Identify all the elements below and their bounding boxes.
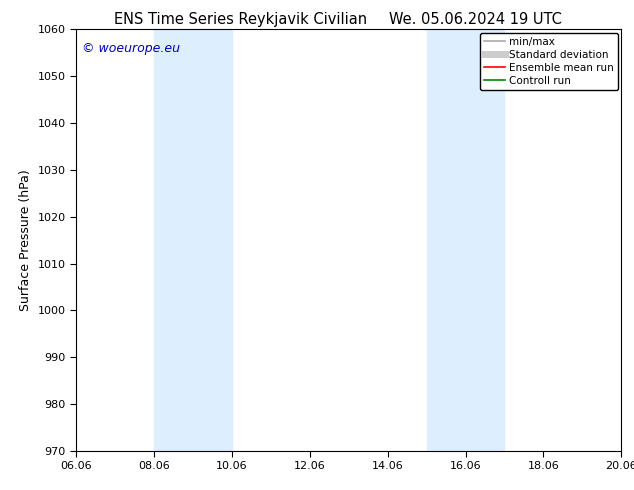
Text: We. 05.06.2024 19 UTC: We. 05.06.2024 19 UTC — [389, 12, 562, 27]
Text: © woeurope.eu: © woeurope.eu — [82, 42, 179, 55]
Text: ENS Time Series Reykjavik Civilian: ENS Time Series Reykjavik Civilian — [114, 12, 368, 27]
Y-axis label: Surface Pressure (hPa): Surface Pressure (hPa) — [19, 169, 32, 311]
Bar — [154, 29, 232, 451]
Bar — [427, 29, 505, 451]
Legend: min/max, Standard deviation, Ensemble mean run, Controll run: min/max, Standard deviation, Ensemble me… — [480, 32, 618, 90]
